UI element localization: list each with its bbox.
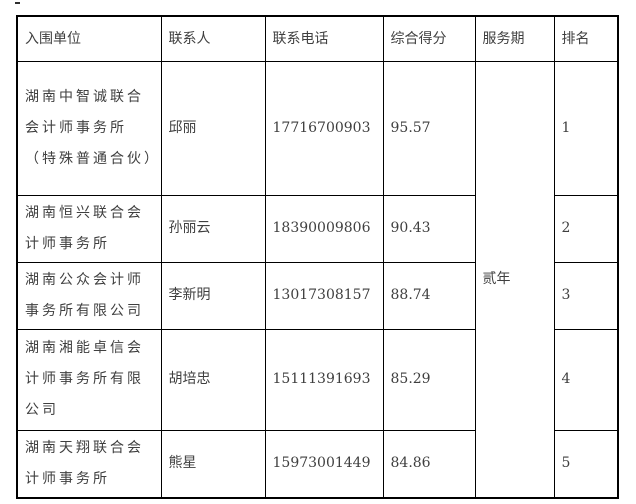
column-header-contact: 联系人 xyxy=(160,15,266,62)
contact-cell: 邱丽 xyxy=(160,60,266,196)
column-header-service-period: 服务期 xyxy=(474,15,555,62)
table-row: 湖南恒兴联合会计师事务所 孙丽云 18390009806 90.43 2 xyxy=(16,194,619,263)
table-row: 湖南湘能卓信会计师事务所有限公司 胡培忠 15111391693 85.29 4 xyxy=(16,328,619,431)
score-cell: 90.43 xyxy=(382,194,476,263)
rank-cell: 5 xyxy=(553,429,619,498)
score-cell: 85.29 xyxy=(382,328,476,431)
unit-cell: 湖南中智诚联合会计师事务所（特殊普通合伙） xyxy=(16,60,162,196)
contact-cell: 孙丽云 xyxy=(160,194,266,263)
phone-cell: 15973001449 xyxy=(264,429,384,498)
contact-cell: 李新明 xyxy=(160,261,266,330)
rank-cell: 4 xyxy=(553,328,619,431)
column-header-unit: 入围单位 xyxy=(16,15,162,62)
phone-cell: 17716700903 xyxy=(264,60,384,196)
column-header-score: 综合得分 xyxy=(382,15,476,62)
rank-cell: 1 xyxy=(553,60,619,196)
score-cell: 95.57 xyxy=(382,60,476,196)
table-row: 湖南中智诚联合会计师事务所（特殊普通合伙） 邱丽 17716700903 95.… xyxy=(16,60,619,498)
header-row: 入围单位 联系人 联系电话 综合得分 服务期 排名 xyxy=(16,15,619,62)
contact-cell: 熊星 xyxy=(160,429,266,498)
table-row: 湖南天翔联合会计师事务所 熊星 15973001449 84.86 5 xyxy=(16,429,619,498)
service-period-cell: 贰年 xyxy=(474,60,555,498)
stray-mark xyxy=(15,2,20,4)
column-header-rank: 排名 xyxy=(553,15,619,62)
shortlist-results-table: 入围单位 联系人 联系电话 综合得分 服务期 排名 湖南中智诚联合会计师事务所（… xyxy=(16,15,619,499)
phone-cell: 18390009806 xyxy=(264,194,384,263)
score-cell: 84.86 xyxy=(382,429,476,498)
contact-cell: 胡培忠 xyxy=(160,328,266,431)
unit-cell: 湖南公众会计师事务所有限公司 xyxy=(16,261,162,330)
rank-cell: 3 xyxy=(553,261,619,330)
unit-cell: 湖南湘能卓信会计师事务所有限公司 xyxy=(16,328,162,431)
phone-cell: 15111391693 xyxy=(264,328,384,431)
column-header-phone: 联系电话 xyxy=(264,15,384,62)
score-cell: 88.74 xyxy=(382,261,476,330)
phone-cell: 13017308157 xyxy=(264,261,384,330)
rank-cell: 2 xyxy=(553,194,619,263)
unit-cell: 湖南恒兴联合会计师事务所 xyxy=(16,194,162,263)
unit-cell: 湖南天翔联合会计师事务所 xyxy=(16,429,162,498)
